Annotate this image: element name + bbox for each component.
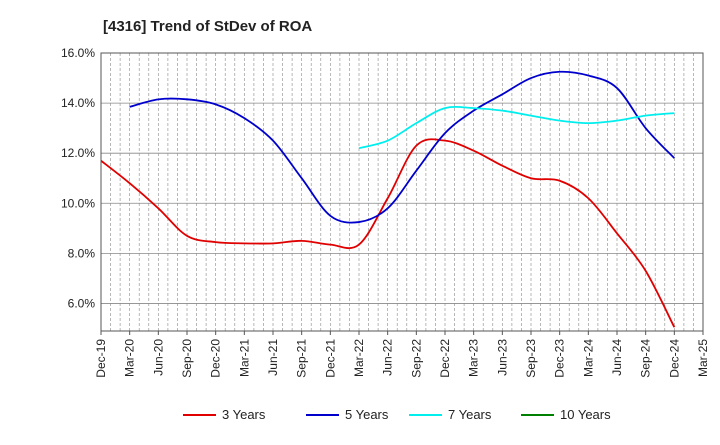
x-tick-label: Dec-20 <box>209 339 223 378</box>
chart-title: [4316] Trend of StDev of ROA <box>103 18 312 35</box>
x-tick-label: Dec-19 <box>94 339 108 378</box>
x-tick-label: Mar-24 <box>581 339 595 377</box>
y-axis-ticks: 6.0% 8.0% 10.0% 12.0% 14.0% 16.0% <box>61 46 95 310</box>
x-tick-label: Jun-24 <box>610 339 624 376</box>
x-tick-label: Mar-22 <box>352 339 366 377</box>
x-tick-label: Sep-24 <box>639 339 653 378</box>
x-axis-ticks: Dec-19 Mar-20 Jun-20 Sep-20 Dec-20 Mar-21 Jun-… <box>94 331 710 378</box>
x-tick-label: Dec-21 <box>323 339 337 378</box>
legend-label: 5 Years <box>345 407 389 422</box>
y-tick-label: 10.0% <box>61 196 95 210</box>
y-tick-label: 14.0% <box>61 96 95 110</box>
legend-label: 7 Years <box>448 407 492 422</box>
series-line-3-years <box>100 138 676 328</box>
y-tick-label: 6.0% <box>68 296 96 310</box>
x-tick-label: Sep-21 <box>295 339 309 378</box>
y-tick-label: 16.0% <box>61 46 95 60</box>
x-tick-label: Sep-22 <box>409 339 423 378</box>
legend-label: 10 Years <box>560 407 611 422</box>
legend: 3 Years 5 Years 7 Years 10 Years <box>183 407 611 422</box>
x-tick-label: Mar-25 <box>696 339 710 377</box>
x-tick-label: Jun-23 <box>495 339 509 376</box>
x-tick-label: Dec-24 <box>667 339 681 378</box>
x-tick-label: Jun-20 <box>151 339 165 376</box>
series-line-5-years <box>129 70 675 224</box>
plot-frame <box>100 52 704 332</box>
y-tick-label: 12.0% <box>61 146 95 160</box>
x-tick-label: Jun-21 <box>266 339 280 376</box>
series-layer <box>100 70 676 328</box>
x-tick-label: Mar-20 <box>123 339 137 377</box>
x-tick-label: Dec-23 <box>553 339 567 378</box>
x-tick-label: Mar-21 <box>237 339 251 377</box>
x-tick-label: Mar-23 <box>467 339 481 377</box>
legend-label: 3 Years <box>222 407 266 422</box>
x-tick-label: Dec-22 <box>438 339 452 378</box>
y-tick-label: 8.0% <box>68 246 96 260</box>
x-tick-label: Sep-20 <box>180 339 194 378</box>
x-tick-label: Sep-23 <box>524 339 538 378</box>
series-line-7-years <box>358 105 675 150</box>
x-tick-label: Jun-22 <box>381 339 395 376</box>
